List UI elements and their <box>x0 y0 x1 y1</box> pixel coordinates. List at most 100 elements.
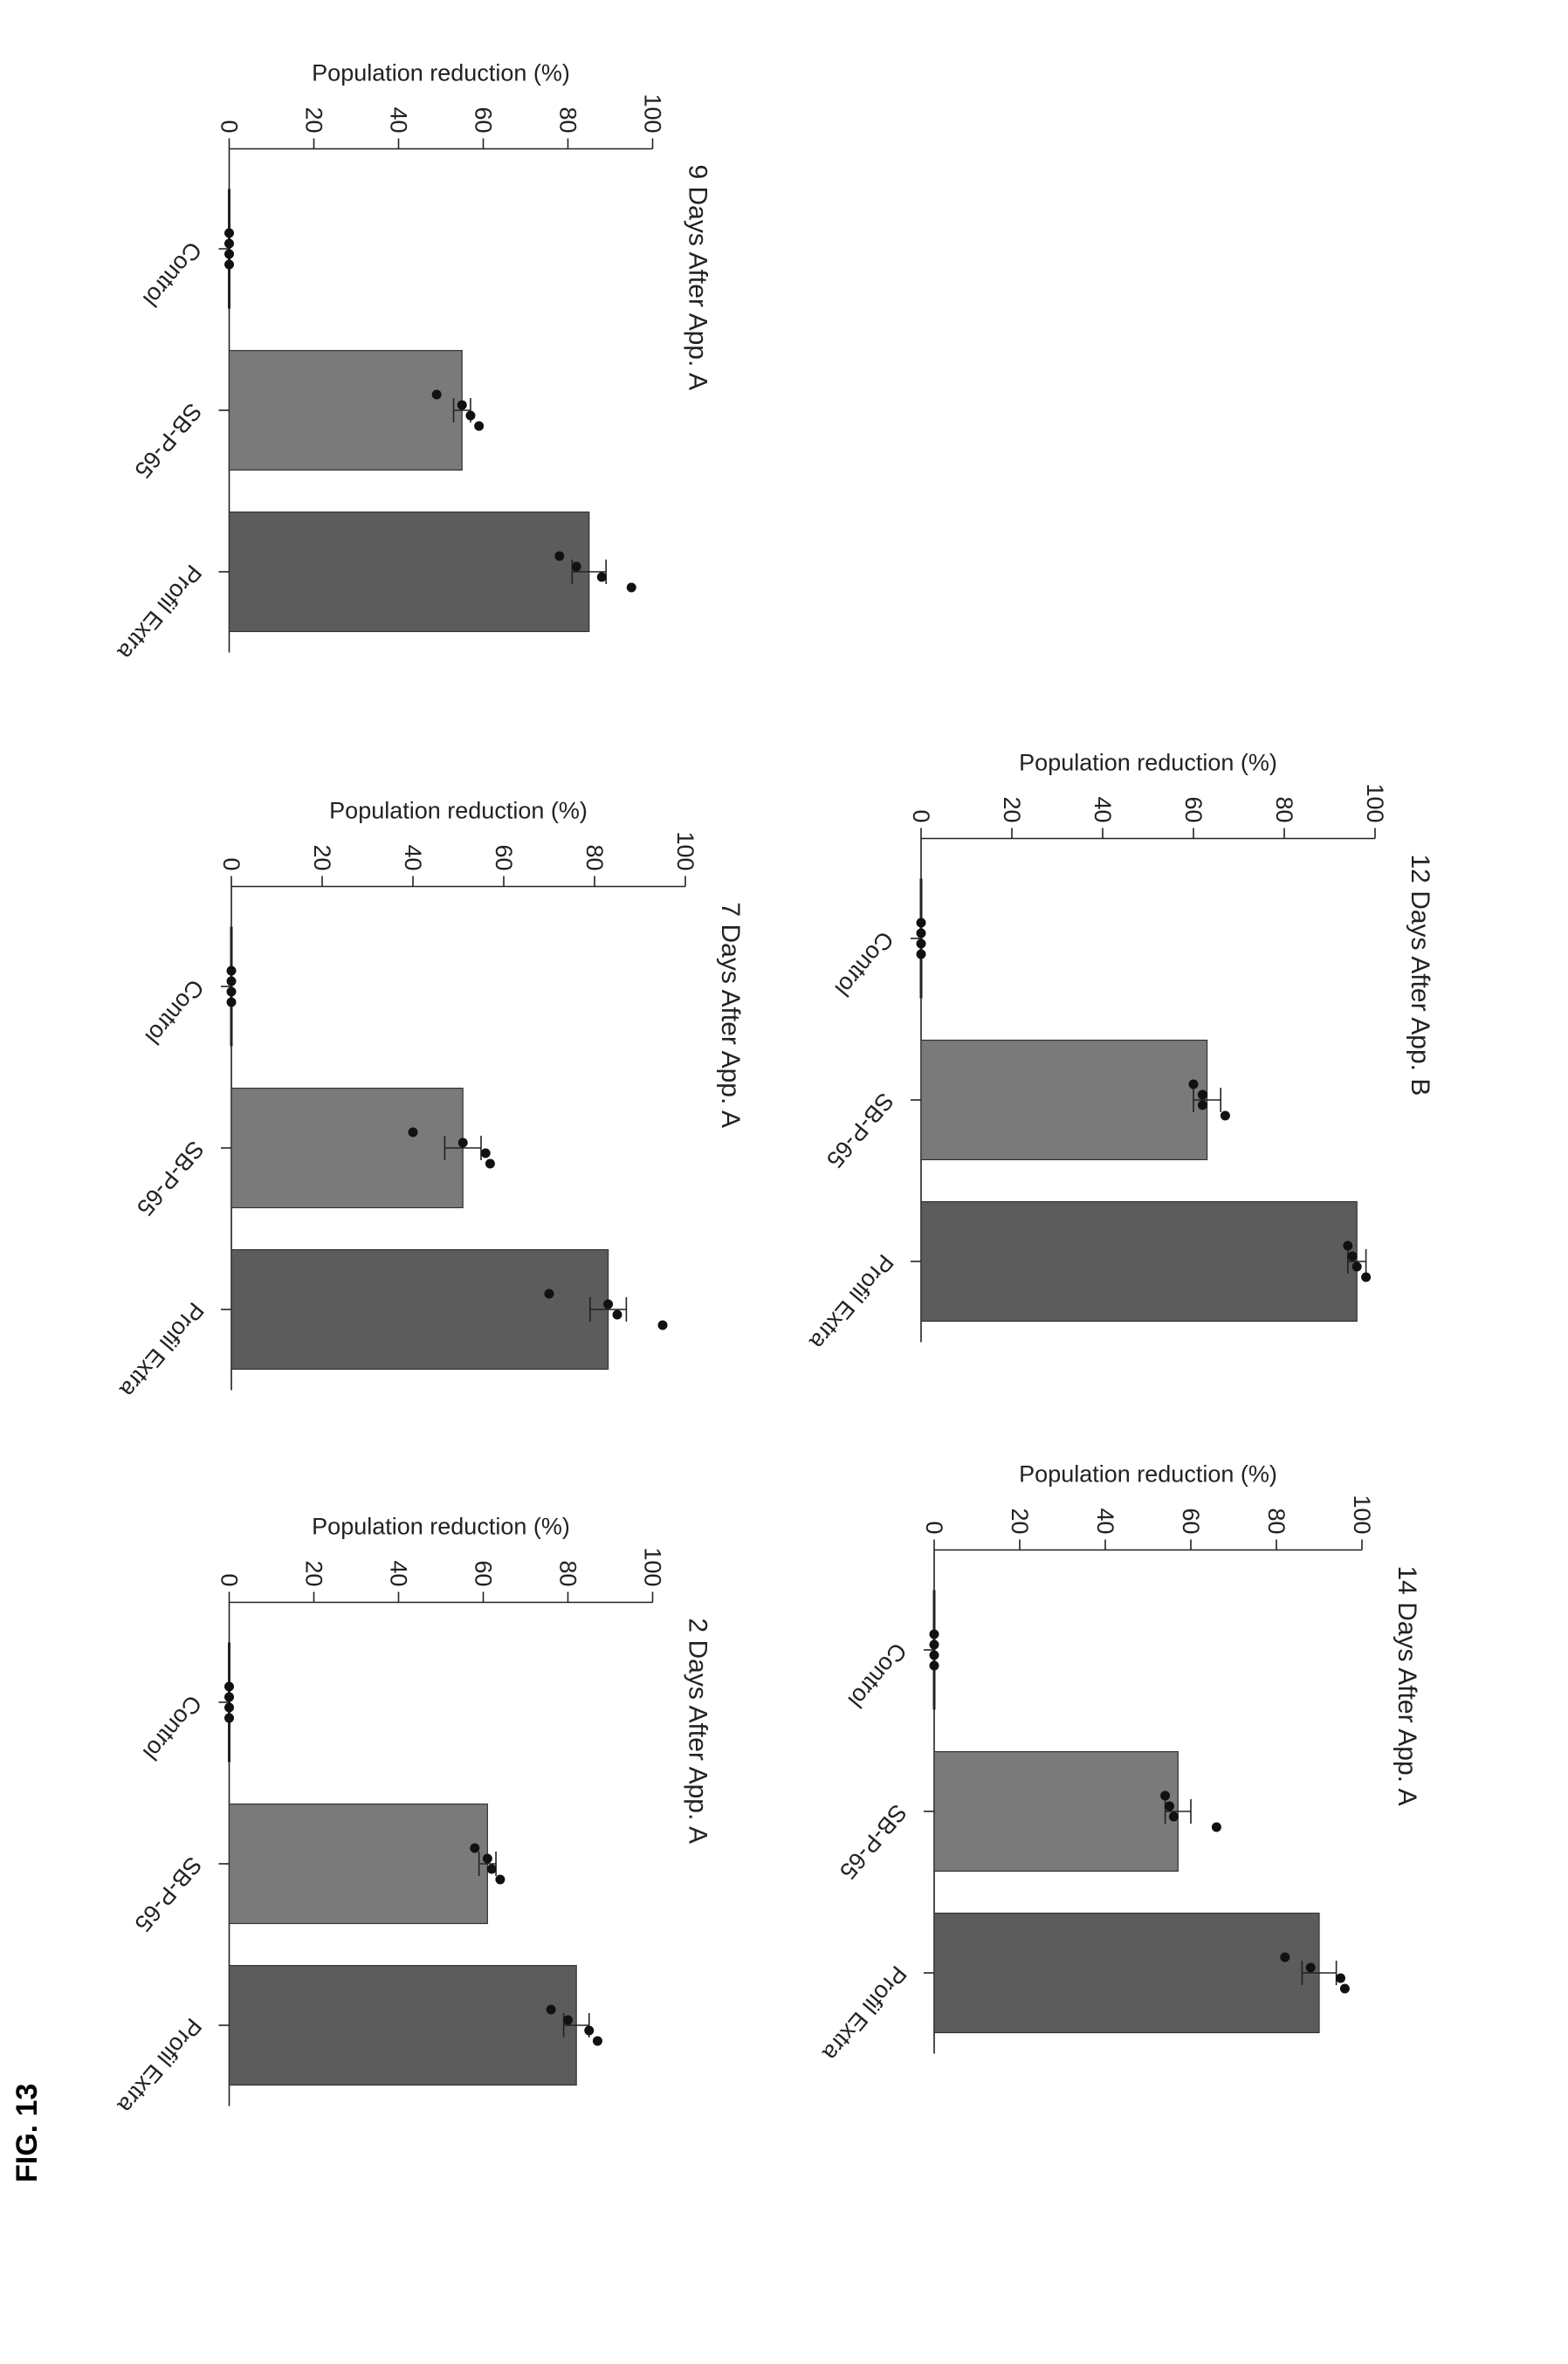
y-tick-label-1: 80 <box>555 1560 581 1586</box>
data-point <box>546 2004 556 2015</box>
data-point <box>495 1874 505 1885</box>
data-point <box>544 1289 554 1299</box>
category-label-1: SB-P-65 <box>129 1852 207 1936</box>
y-tick-label-4: 0 <box>921 1521 947 1534</box>
y-tick-label-4: 20 <box>1007 1508 1033 1534</box>
category-label-3: Control <box>138 237 207 312</box>
data-point <box>226 966 237 976</box>
data-point <box>554 551 565 561</box>
y-tick-label-1: 40 <box>386 1560 412 1586</box>
chart-panel-2: 7 Days After App. A Population reduction … <box>114 798 745 1404</box>
data-point <box>224 259 234 270</box>
data-point <box>226 997 237 1007</box>
charts-group: 2 Days After App. A Population reduction … <box>112 60 1434 2120</box>
category-label-5: Profil Extra <box>804 1249 898 1355</box>
data-point <box>1165 1801 1174 1811</box>
bar-profil-extra <box>228 1964 577 2086</box>
category-label-4: Profil Extra <box>817 1961 911 2066</box>
y-tick-label-5: 20 <box>999 796 1025 822</box>
y-tick-label-5: 0 <box>908 809 934 822</box>
chart-panel-5: 12 Days After App. B Population reduction… <box>804 750 1434 1356</box>
data-point <box>929 1650 939 1660</box>
data-point <box>1305 1962 1316 1973</box>
y-tick-label-3: 60 <box>471 107 497 133</box>
data-point <box>1336 1973 1345 1983</box>
data-point <box>431 389 442 400</box>
y-tick-label-1: 60 <box>471 1560 497 1586</box>
data-point <box>224 1702 234 1713</box>
y-tick-label-3: 40 <box>386 107 412 133</box>
data-point <box>916 928 926 938</box>
data-point <box>596 572 607 582</box>
data-point <box>1197 1089 1207 1100</box>
y-tick-label-2: 40 <box>400 844 426 870</box>
data-point <box>916 949 926 959</box>
y-tick-label-3: 100 <box>640 93 666 133</box>
chart-panel-4: 14 Days After App. A Population reduction… <box>817 1461 1421 2067</box>
category-label-4: SB-P-65 <box>835 1799 912 1884</box>
y-tick-label-4: 40 <box>1092 1508 1118 1534</box>
category-label-2: Profil Extra <box>114 1297 209 1403</box>
data-point <box>1280 1952 1290 1962</box>
y-tick-label-2: 100 <box>672 831 698 870</box>
data-point <box>480 1148 491 1158</box>
data-point <box>224 228 234 238</box>
data-point <box>1347 1251 1358 1261</box>
data-point <box>224 1692 234 1702</box>
data-point <box>603 1299 614 1309</box>
data-point <box>486 1864 497 1874</box>
data-point <box>224 1681 234 1692</box>
data-point <box>224 249 234 259</box>
y-tick-label-5: 80 <box>1271 796 1297 822</box>
y-tick-label-5: 60 <box>1180 796 1207 822</box>
y-tick-label-2: 80 <box>581 844 608 870</box>
y-tick-label-1: 100 <box>640 1547 666 1586</box>
bar-sb-p-65 <box>228 349 463 471</box>
data-point <box>916 938 926 949</box>
data-point <box>226 986 237 997</box>
category-label-1: Control <box>138 1690 207 1765</box>
chart-title-3: 9 Days After App. A <box>684 165 712 391</box>
data-point <box>1361 1272 1372 1282</box>
data-point <box>916 917 926 928</box>
y-tick-label-1: 0 <box>217 1573 243 1586</box>
bar-profil-extra <box>920 1200 1358 1323</box>
bar-sb-p-65 <box>920 1039 1208 1161</box>
y-tick-label-2: 60 <box>491 844 517 870</box>
data-point <box>1351 1261 1362 1272</box>
category-label-5: Control <box>829 926 898 1001</box>
data-point <box>226 976 237 986</box>
category-label-5: SB-P-65 <box>822 1088 899 1172</box>
y-axis-label-3: Population reduction (%) <box>312 60 570 86</box>
data-point <box>1343 1240 1353 1251</box>
data-point <box>457 1137 468 1148</box>
data-point <box>474 421 485 431</box>
bar-sb-p-65 <box>933 1750 1179 1873</box>
category-label-3: Profil Extra <box>112 560 206 665</box>
data-point <box>584 2025 595 2036</box>
y-axis-label-4: Population reduction (%) <box>1019 1461 1277 1488</box>
y-tick-label-5: 100 <box>1362 783 1388 822</box>
data-point <box>1197 1100 1207 1110</box>
y-tick-label-2: 20 <box>309 844 335 870</box>
data-point <box>657 1320 668 1330</box>
data-point <box>626 582 636 593</box>
data-point <box>482 1853 492 1864</box>
y-tick-label-4: 60 <box>1178 1508 1204 1534</box>
chart-title-2: 7 Days After App. A <box>716 903 745 1129</box>
y-tick-label-3: 20 <box>301 107 327 133</box>
category-label-3: SB-P-65 <box>129 398 207 483</box>
data-point <box>1211 1822 1221 1832</box>
y-tick-label-3: 80 <box>555 107 581 133</box>
data-point <box>929 1660 939 1671</box>
data-point <box>470 1843 480 1853</box>
category-label-2: Control <box>140 974 209 1049</box>
category-label-4: Control <box>842 1638 911 1713</box>
data-point <box>1220 1110 1230 1121</box>
y-axis-label-2: Population reduction (%) <box>329 798 588 824</box>
data-point <box>612 1309 622 1320</box>
bar-profil-extra <box>230 1248 609 1371</box>
data-point <box>224 238 234 249</box>
chart-title-4: 14 Days After App. A <box>1393 1566 1421 1806</box>
